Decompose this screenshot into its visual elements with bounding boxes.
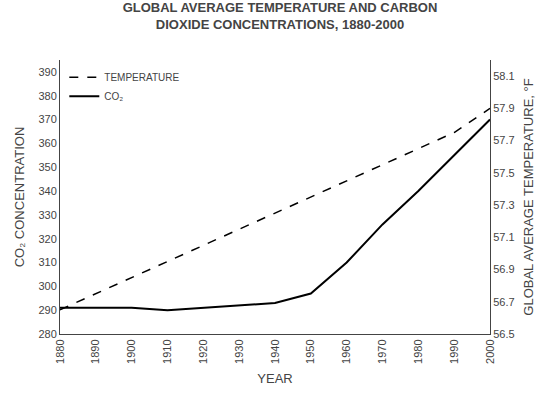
svg-text:57.5: 57.5 — [493, 167, 514, 179]
svg-text:1990: 1990 — [448, 339, 460, 363]
svg-text:56.5: 56.5 — [493, 328, 514, 340]
svg-text:GLOBAL AVERAGE TEMPERATURE, °F: GLOBAL AVERAGE TEMPERATURE, °F — [521, 78, 536, 315]
svg-text:340: 340 — [38, 185, 56, 197]
svg-text:1980: 1980 — [412, 339, 424, 363]
svg-text:280: 280 — [38, 328, 56, 340]
svg-text:1930: 1930 — [233, 339, 245, 363]
svg-text:360: 360 — [38, 137, 56, 149]
svg-text:1890: 1890 — [89, 339, 101, 363]
svg-text:1960: 1960 — [340, 339, 352, 363]
svg-text:1970: 1970 — [376, 339, 388, 363]
svg-text:320: 320 — [38, 233, 56, 245]
svg-text:290: 290 — [38, 304, 56, 316]
svg-text:1920: 1920 — [197, 339, 209, 363]
svg-text:57.3: 57.3 — [493, 199, 514, 211]
svg-text:1900: 1900 — [125, 339, 137, 363]
svg-text:1940: 1940 — [269, 339, 281, 363]
svg-text:57.7: 57.7 — [493, 134, 514, 146]
svg-text:57.9: 57.9 — [493, 102, 514, 114]
svg-text:300: 300 — [38, 280, 56, 292]
svg-text:57.1: 57.1 — [493, 231, 514, 243]
svg-text:380: 380 — [38, 90, 56, 102]
svg-text:58.1: 58.1 — [493, 70, 514, 82]
svg-text:2000: 2000 — [484, 339, 496, 363]
svg-text:TEMPERATURE: TEMPERATURE — [104, 72, 179, 83]
svg-text:1950: 1950 — [304, 339, 316, 363]
svg-text:390: 390 — [38, 66, 56, 78]
svg-text:CO₂: CO₂ — [104, 91, 123, 102]
svg-text:1880: 1880 — [54, 339, 66, 363]
svg-text:350: 350 — [38, 161, 56, 173]
svg-text:56.7: 56.7 — [493, 296, 514, 308]
svg-text:CO₂ CONCENTRATION: CO₂ CONCENTRATION — [12, 127, 27, 268]
svg-text:56.9: 56.9 — [493, 263, 514, 275]
svg-text:1910: 1910 — [161, 339, 173, 363]
svg-text:GLOBAL AVERAGE TEMPERATURE AND: GLOBAL AVERAGE TEMPERATURE AND CARBONDIO… — [123, 0, 438, 32]
svg-text:330: 330 — [38, 209, 56, 221]
svg-text:310: 310 — [38, 256, 56, 268]
svg-text:370: 370 — [38, 113, 56, 125]
svg-text:YEAR: YEAR — [257, 371, 292, 386]
